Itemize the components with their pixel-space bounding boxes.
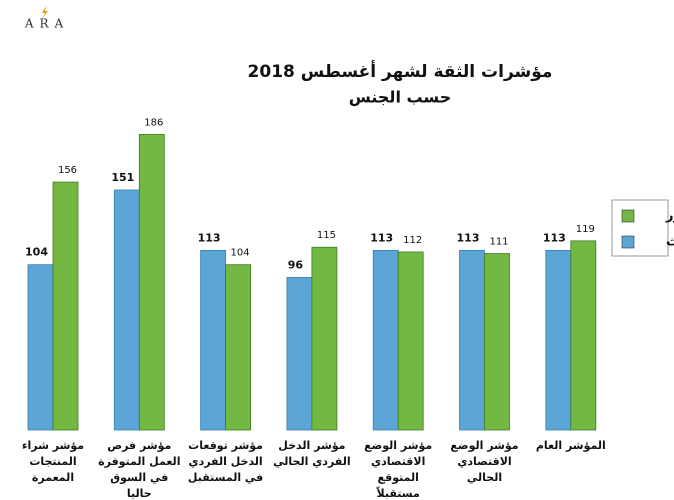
bar [372,249,399,431]
value-label: 113 [370,231,393,244]
value-label: 113 [543,231,566,244]
logo-icon [42,6,48,19]
legend-swatch [621,209,635,223]
bar [311,246,338,431]
bar [52,181,79,431]
value-label: 104 [231,248,250,259]
value-label: 151 [111,171,134,184]
value-label: 96 [288,258,304,271]
bar [286,277,313,431]
bar [570,240,597,431]
legend-label: إناث [666,235,674,250]
bar [27,264,54,431]
x-tick-label: مؤشر شراء المنتجات المعمرة [21,439,85,484]
value-label: 112 [403,235,422,246]
x-tick-label: مؤشر توقعات الدخل الفردي في المستقبل [187,439,264,484]
legend-swatch [621,235,635,249]
value-label: 156 [58,165,77,176]
bar [200,249,227,431]
x-tick-label: مؤشر الوضع الاقتصادي المتوقع مستقبلاً [364,439,433,500]
x-tick-label: مؤشر الوضع الاقتصادي الحالي [450,439,519,484]
logo: ARA [24,17,69,31]
chart-title: مؤشرات الثقة لشهر أغسطس 2018 [248,60,553,82]
bar [545,249,572,431]
bar [484,253,510,431]
x-tick-label: مؤشر فرص العمل المتوفرة في السوق حاليا [98,439,181,500]
value-label: 111 [489,237,508,248]
value-label: 119 [576,224,595,235]
bar [397,251,424,431]
value-label: 113 [198,231,221,244]
value-label: 186 [144,117,163,128]
chart-subtitle: حسب الجنس [349,88,452,107]
x-tick-label: مؤشر الدخل الفردي الحالي [273,439,351,468]
bar [138,133,165,431]
bar [225,264,252,431]
legend-box [611,199,669,257]
legend-label: ذكور [665,209,674,224]
bar [459,249,485,431]
bar [113,189,140,431]
x-tick-label: المؤشر العام [535,439,606,452]
value-label: 113 [457,231,480,244]
value-label: 104 [25,246,48,259]
value-label: 115 [317,230,336,241]
